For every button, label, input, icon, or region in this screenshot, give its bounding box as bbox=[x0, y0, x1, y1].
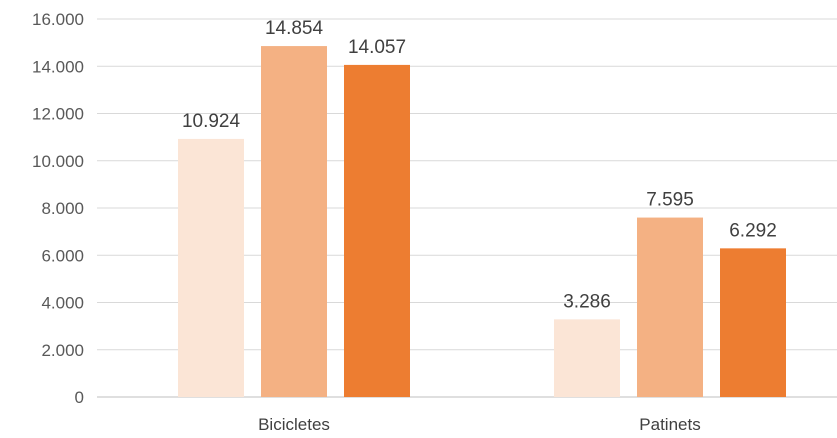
y-tick-label: 8.000 bbox=[41, 199, 84, 218]
y-tick-label: 2.000 bbox=[41, 341, 84, 360]
category-label-patinets: Patinets bbox=[639, 415, 700, 434]
bar-bicicletes-series-3 bbox=[344, 64, 410, 397]
data-labels: 10.924 14.854 14.057 3.286 7.595 6.292 bbox=[182, 18, 777, 312]
data-label: 14.057 bbox=[348, 37, 406, 58]
data-label: 14.854 bbox=[265, 18, 324, 39]
bar-bicicletes-series-2 bbox=[261, 46, 327, 397]
data-label: 3.286 bbox=[563, 291, 611, 312]
y-tick-label: 16.000 bbox=[32, 10, 84, 29]
y-tick-label: 10.000 bbox=[32, 152, 84, 171]
data-label: 7.595 bbox=[646, 190, 694, 211]
bar-patinets-series-2 bbox=[637, 217, 703, 397]
bar-patinets-series-3 bbox=[720, 248, 786, 397]
y-tick-label: 12.000 bbox=[32, 105, 84, 124]
bar-bicicletes-series-1 bbox=[178, 138, 244, 397]
y-tick-label: 4.000 bbox=[41, 294, 84, 313]
category-label-bicicletes: Bicicletes bbox=[258, 415, 330, 434]
y-axis-tick-labels: 0 2.000 4.000 6.000 8.000 10.000 12.000 14.000 1… bbox=[32, 10, 84, 407]
data-label: 6.292 bbox=[729, 220, 777, 241]
x-axis-category-labels: Bicicletes Patinets bbox=[258, 415, 701, 434]
y-tick-label: 14.000 bbox=[32, 57, 84, 76]
y-tick-label: 0 bbox=[75, 388, 84, 407]
data-label: 10.924 bbox=[182, 111, 241, 132]
bars bbox=[178, 46, 786, 397]
y-tick-label: 6.000 bbox=[41, 246, 84, 265]
bar-patinets-series-1 bbox=[554, 319, 620, 397]
